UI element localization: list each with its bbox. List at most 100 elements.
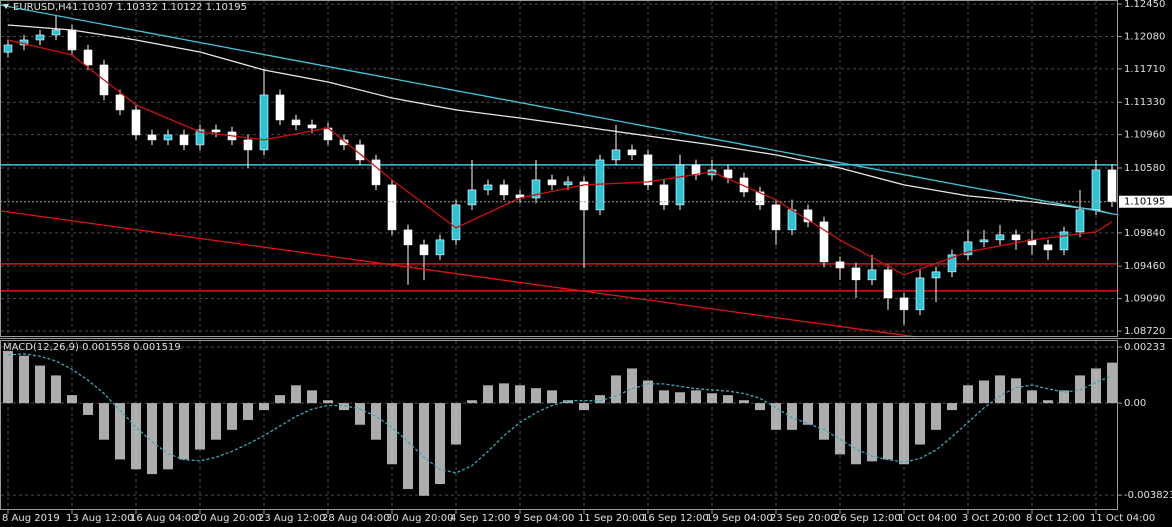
candle-body [947,254,957,273]
x-tick-label: 16 Aug 04:00 [130,513,197,524]
candle-body [563,181,573,186]
candle-body [835,261,845,269]
candle-body [419,244,429,256]
macd-bar [867,403,877,462]
macd-bar [483,385,493,404]
x-tick-label: 13 Aug 12:00 [66,513,133,524]
macd-bar [1107,362,1117,404]
grid-layer [1,0,1118,510]
macd-bar [755,403,765,411]
candle-body [787,209,797,231]
macd-bar [819,403,829,440]
macd-bar [435,403,445,484]
macd-bar [979,380,989,404]
candle-body [403,229,413,246]
candle-body [531,179,541,199]
candle-body [211,129,221,133]
macd-bar [883,403,893,460]
x-tick-label: 1 Oct 04:00 [898,513,957,524]
x-tick-label: 23 Aug 12:00 [258,513,325,524]
macd-bar [147,403,157,475]
macd-bar [899,403,909,465]
macd-bar [355,403,365,425]
macd-bar [1027,390,1037,404]
macd-bar [723,395,733,404]
macd-bar [211,403,221,440]
macd-bar [179,403,189,460]
price-panel-frame [0,0,1118,337]
candle-body [1011,234,1021,241]
x-tick-label: 3 Oct 20:00 [962,513,1021,524]
macd-bar [51,375,61,404]
candle-body [131,109,141,136]
y-tick-label: 1.12080 [1124,31,1165,42]
candle-body [819,221,829,263]
candle-body [163,134,173,141]
macd-bar [323,400,333,404]
candle-body [979,239,989,243]
symbol-menu-icon[interactable] [3,4,9,9]
candle-body [339,139,349,146]
macd-bar [803,403,813,425]
x-tick-label: 11 Oct 04:00 [1090,513,1155,524]
macd-bar [19,355,29,404]
candle-body [3,44,13,53]
candle-body [259,94,269,151]
macd-bar [995,375,1005,404]
y-tick-label: 0.00 [1124,398,1146,409]
macd-bar [515,385,525,404]
candle-body [307,124,317,129]
x-tick-label: 30 Aug 20:00 [386,513,453,524]
candle-body [899,297,909,311]
macd-bar [739,400,749,404]
candle-body [723,169,733,179]
macd-bar [403,403,413,490]
x-tick-label: 16 Sep 12:00 [642,513,709,524]
macd-bar [531,388,541,404]
y-tick-label: 1.10960 [1124,130,1165,141]
bid-label-box [1119,195,1172,208]
y-tick-label: 1.11710 [1124,64,1165,75]
candle-body [1043,244,1053,251]
macd-bar [451,403,461,445]
x-tick-label: 4 Sep 12:00 [450,513,510,524]
macd-bar [707,393,717,404]
macd-bar [3,350,13,404]
macd-title: MACD(12,26,9) 0.001558 0.001519 [3,342,181,353]
macd-bar [1059,390,1069,404]
macd-bar [835,403,845,455]
macd-bar [1043,400,1053,404]
macd-bar [579,403,589,411]
candle-body [995,234,1005,241]
candle-body [483,184,493,191]
x-tick-label: 19 Sep 04:00 [706,513,773,524]
y-tick-label: 1.08720 [1124,326,1165,337]
x-tick-label: 26 Sep 12:00 [834,513,901,524]
y-tick-label: 1.10580 [1124,163,1165,174]
candle-body [755,191,765,206]
candle-body [659,184,669,206]
macd-bar [467,400,477,404]
candle-body [195,129,205,146]
candle-body [611,149,621,161]
macd-bar [499,383,509,404]
x-tick-label: 8 Oct 12:00 [1026,513,1085,524]
macd-bar [243,403,253,420]
macd-bar [627,368,637,404]
candle-body [931,271,941,279]
candle-body [643,154,653,186]
y-tick-label: 1.11330 [1124,97,1165,108]
macd-bar [1011,378,1021,404]
candle-body [1075,209,1085,233]
macd-bar [1091,368,1101,404]
y-tick-label: 1.09090 [1124,294,1165,305]
macd-bar [691,390,701,404]
candle-body [771,204,781,231]
plot-layer [0,4,1119,496]
macd-bar [963,385,973,404]
macd-bar [163,403,173,470]
macd-bar [611,375,621,404]
candle-body [1091,169,1101,211]
candle-body [35,34,45,41]
